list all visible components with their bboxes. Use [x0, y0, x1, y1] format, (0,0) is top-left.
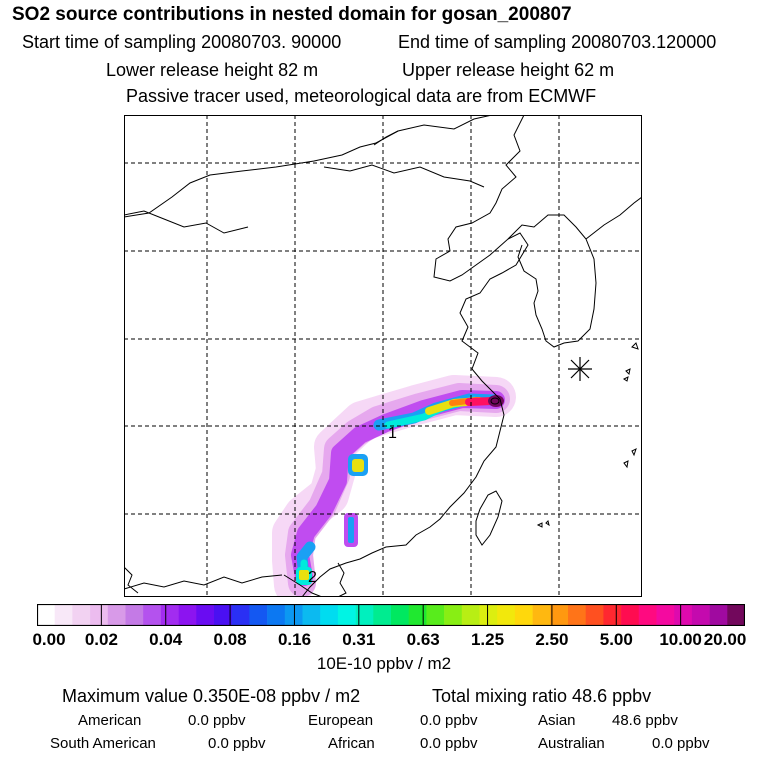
colorbar-cell: [532, 604, 551, 626]
max-value-label: Maximum value 0.350E-08 ppbv / m2: [62, 686, 361, 706]
colorbar-tick-label: 0.00: [32, 630, 66, 649]
map-panel: 1 2: [124, 115, 642, 597]
colorbar-cell: [107, 604, 126, 626]
colorbar-cell: [178, 604, 197, 626]
total-mixing-ratio-label: Total mixing ratio 48.6 ppbv: [432, 686, 652, 706]
upper-release-height-label: Upper release height 62 m: [402, 60, 615, 80]
colorbar-cell: [231, 604, 250, 626]
country-border: [124, 164, 485, 597]
colorbar-cell: [90, 604, 109, 626]
colorbar-cell: [373, 604, 392, 626]
colorbar-cell: [638, 604, 657, 626]
colorbar-cell: [550, 604, 569, 626]
lower-release-height-label: Lower release height 82 m: [106, 60, 319, 80]
colorbar-tick-label: 10.00: [659, 630, 702, 649]
colorbar-cell: [214, 604, 232, 626]
colorbar-tick-label: 0.04: [149, 630, 183, 649]
region-name-australian: Australian: [538, 735, 605, 752]
colorbar-cell: [160, 604, 179, 626]
region-value-european: 0.0 ppbv: [420, 712, 478, 729]
colorbar-cell: [391, 604, 409, 626]
colorbar-tick-label: 0.08: [213, 630, 247, 649]
colorbar-tick-label: 20.00: [703, 630, 747, 649]
region-name-asian: Asian: [538, 712, 576, 729]
colorbar-cell: [355, 604, 374, 626]
region-name-european: European: [308, 712, 374, 729]
source-label-2: 2: [308, 569, 317, 586]
colorbar-cell: [514, 604, 533, 626]
colorbar-tick-label: 0.31: [342, 630, 376, 649]
colorbar-cell: [461, 604, 480, 626]
colorbar-unit-label: 10E-10 ppbv / m2: [316, 654, 452, 673]
colorbar-cell: [54, 604, 73, 626]
colorbar-cell: [585, 604, 604, 626]
colorbar-tick-label: 2.50: [535, 630, 569, 649]
region-value-australian: 0.0 ppbv: [652, 735, 710, 752]
end-time-label: End time of sampling 20080703.120000: [398, 32, 717, 52]
colorbar-cell: [320, 604, 339, 626]
concentration-plume: [272, 375, 516, 597]
colorbar-cell: [426, 604, 445, 626]
colorbar-tick-label: 0.02: [84, 630, 118, 649]
colorbar-tick-label: 0.63: [406, 630, 440, 649]
region-name-south-american: South American: [50, 735, 156, 752]
colorbar-cell: [196, 604, 215, 626]
color-scale-bar: [37, 604, 745, 626]
colorbar-cell: [408, 604, 427, 626]
region-value-asian: 48.6 ppbv: [612, 712, 678, 729]
start-time-label: Start time of sampling 20080703. 90000: [22, 32, 342, 52]
plot-title: SO2 source contributions in nested domai…: [12, 4, 572, 25]
tracer-note: Passive tracer used, meteorological data…: [126, 86, 597, 106]
colorbar-cell: [621, 604, 640, 626]
colorbar-cell: [284, 604, 303, 626]
colorbar-tick-label: 0.16: [277, 630, 312, 649]
colorbar-cell: [497, 604, 516, 626]
colorbar-cell: [691, 604, 710, 626]
colorbar-cell: [568, 604, 586, 626]
receptor-asterisk-icon: [568, 357, 592, 381]
region-name-american: American: [78, 712, 142, 729]
colorbar-tick-label: 5.00: [599, 630, 633, 649]
colorbar-cell: [603, 604, 622, 626]
colorbar-cell: [709, 604, 728, 626]
colorbar-cell: [267, 604, 286, 626]
colorbar-cell: [444, 604, 463, 626]
colorbar-cell: [727, 604, 745, 626]
colorbar-cell: [337, 604, 356, 626]
region-name-african: African: [328, 735, 375, 752]
colorbar-tick-label: 1.25: [470, 630, 505, 649]
lat-lon-grid: [124, 115, 642, 597]
colorbar-cell: [302, 604, 321, 626]
region-value-south-american: 0.0 ppbv: [208, 735, 266, 752]
colorbar-cell: [125, 604, 144, 626]
colorbar-cell: [37, 604, 55, 626]
colorbar-cell: [479, 604, 498, 626]
colorbar-cell: [674, 604, 693, 626]
colorbar-cell: [143, 604, 162, 626]
colorbar-cell: [249, 604, 268, 626]
region-value-american: 0.0 ppbv: [188, 712, 246, 729]
region-value-african: 0.0 ppbv: [420, 735, 478, 752]
source-label-1: 1: [388, 425, 397, 442]
colorbar-cell: [72, 604, 91, 626]
colorbar-cell: [656, 604, 675, 626]
